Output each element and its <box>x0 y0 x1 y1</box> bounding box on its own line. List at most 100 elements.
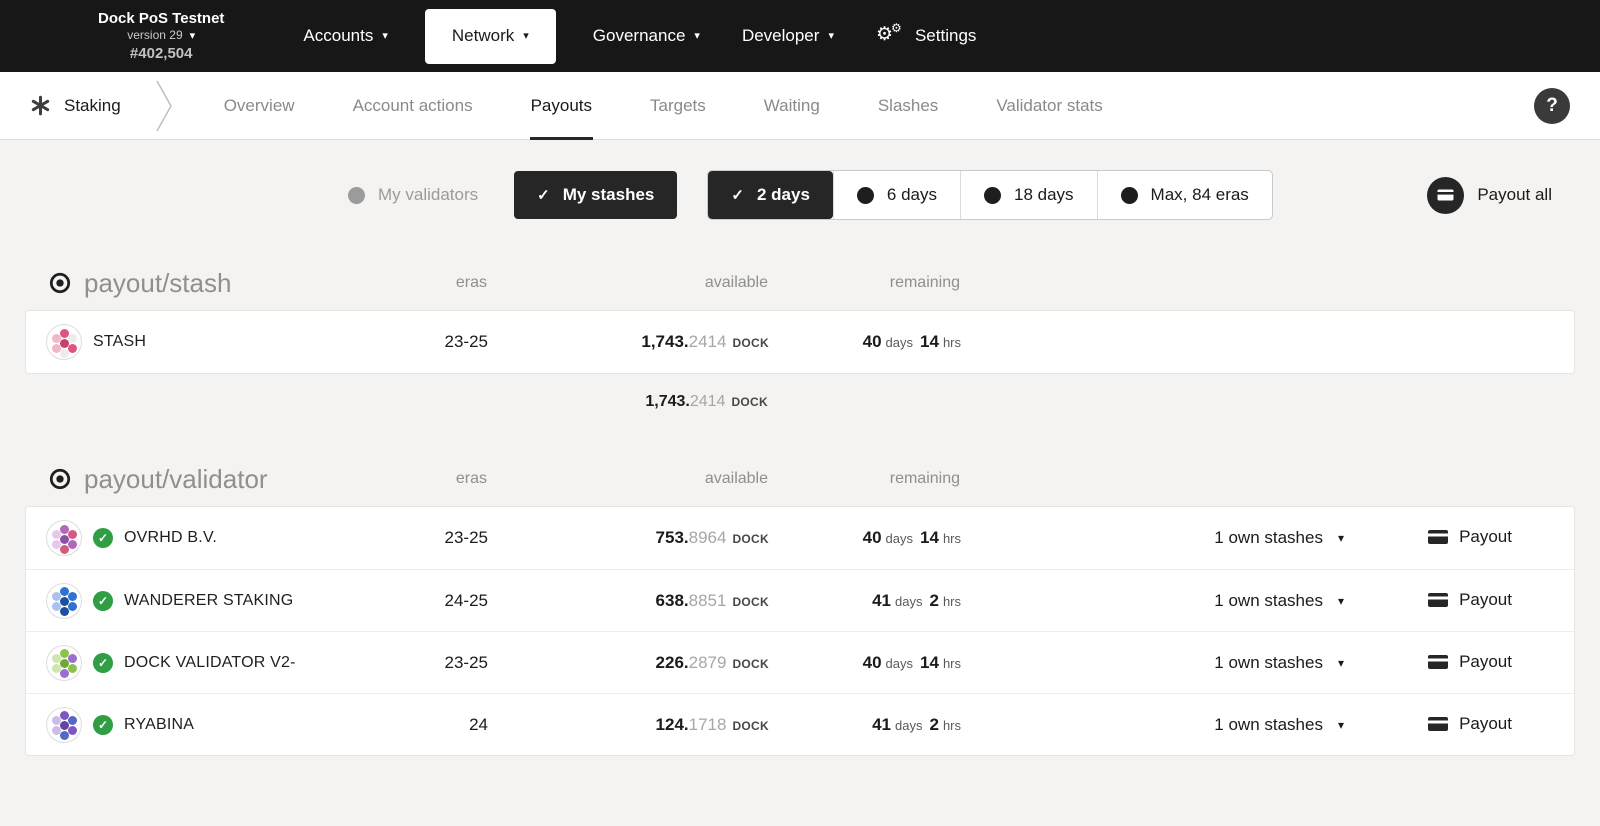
payout-card-icon <box>1427 176 1465 214</box>
menu-developer[interactable]: Developer ▾ <box>721 0 855 72</box>
range-6-days-button[interactable]: 6 days <box>832 171 960 219</box>
chevron-down-icon: ▾ <box>1337 655 1344 670</box>
table-row: STASH 23-25 1,743.2414 DOCK 40 days 14 hrs <box>26 311 1574 373</box>
tab-label: Overview <box>223 95 295 115</box>
my-stashes-toggle[interactable]: ✓ My stashes <box>514 171 678 219</box>
tab-validator-stats[interactable]: Validator stats <box>967 72 1131 139</box>
tab-targets[interactable]: Targets <box>621 72 735 139</box>
range-18-days-button[interactable]: 18 days <box>960 171 1097 219</box>
payout-all-button[interactable]: Payout all <box>1427 176 1552 214</box>
eras-value: 23-25 <box>444 332 488 351</box>
amount-integer: 124. <box>655 714 689 734</box>
tab-overview[interactable]: Overview <box>195 72 324 139</box>
dot-circle-icon <box>49 468 71 490</box>
payout-button[interactable]: Payout <box>1428 714 1512 734</box>
table-title-label: payout/validator <box>84 463 268 494</box>
range-label: 6 days <box>886 185 937 204</box>
amount-unit: DOCK <box>731 395 768 409</box>
own-stashes-dropdown[interactable]: 1 own stashes ▾ <box>1214 653 1344 673</box>
help-button[interactable]: ? <box>1534 87 1570 124</box>
menu-accounts[interactable]: Accounts ▾ <box>282 0 408 72</box>
chevron-down-icon: ▾ <box>382 29 388 42</box>
payout-button[interactable]: Payout <box>1428 590 1512 610</box>
validator-identicon[interactable] <box>46 644 82 681</box>
chain-info[interactable]: Dock PoS Testnet version 29 ▾ #402,504 <box>98 9 224 64</box>
validator-identicon[interactable] <box>46 706 82 743</box>
my-validators-label: My validators <box>378 185 479 204</box>
remaining-days: 40 <box>862 528 882 547</box>
table-row: ✓ WANDERER STAKING 24-25 638.8851 DOCK 41… <box>26 569 1574 631</box>
range-label: 2 days <box>756 185 810 204</box>
tab-label: Waiting <box>763 95 820 115</box>
radio-dot-icon <box>856 186 874 204</box>
account-cell: ✓ DOCK VALIDATOR V2- <box>26 644 366 681</box>
tabs: Overview Account actions Payouts Targets… <box>195 72 1132 140</box>
own-stashes-label: 1 own stashes <box>1214 528 1323 547</box>
own-stashes-dropdown[interactable]: 1 own stashes ▾ <box>1214 528 1344 548</box>
chevron-down-icon: ▾ <box>189 30 196 43</box>
menu-settings[interactable]: ⚙ ⚙ Settings <box>855 0 997 72</box>
tab-label: Targets <box>650 95 706 115</box>
tab-slashes[interactable]: Slashes <box>849 72 967 139</box>
remaining-hours: 14 <box>920 652 939 672</box>
range-max-eras-button[interactable]: Max, 84 eras <box>1096 171 1272 219</box>
menu-governance[interactable]: Governance ▾ <box>572 0 721 72</box>
remaining-days: 41 <box>872 714 891 734</box>
table-title: payout/validator <box>25 464 365 495</box>
tab-waiting[interactable]: Waiting <box>735 72 849 139</box>
table-title-label: payout/stash <box>84 267 232 298</box>
tab-payouts[interactable]: Payouts <box>502 72 621 140</box>
remaining-value: 40 days 14 hrs <box>769 653 961 673</box>
chain-version-selector[interactable]: version 29 ▾ <box>98 28 224 44</box>
payout-button[interactable]: Payout <box>1428 652 1512 672</box>
payout-label: Payout <box>1459 651 1512 671</box>
remaining-days-label: days <box>885 531 914 546</box>
available-value: 226.2879 DOCK <box>488 653 769 673</box>
section-staking[interactable]: Staking <box>30 95 121 116</box>
menu-developer-label: Developer <box>741 26 820 45</box>
check-icon: ✓ <box>537 187 550 204</box>
menu-network[interactable]: Network ▾ <box>424 8 556 64</box>
account-cell: STASH <box>26 324 366 360</box>
check-icon: ✓ <box>731 187 744 204</box>
dot-circle-icon <box>49 272 71 294</box>
account-identicon[interactable] <box>46 324 82 360</box>
verified-check-icon: ✓ <box>93 714 113 735</box>
validator-name: OVRHD B.V. <box>124 529 217 546</box>
amount-unit: DOCK <box>732 594 769 609</box>
account-cell: ✓ WANDERER STAKING <box>26 582 366 619</box>
gears-icon: ⚙ ⚙ <box>875 21 902 45</box>
card-icon <box>1428 716 1449 731</box>
amount-fraction: 8851 <box>688 590 727 610</box>
amount-fraction: 8964 <box>688 528 727 547</box>
chain-name: Dock PoS Testnet <box>98 9 225 27</box>
account-name: STASH <box>93 333 147 350</box>
amount-unit: DOCK <box>732 656 769 671</box>
my-stashes-label: My stashes <box>562 185 655 204</box>
own-stashes-dropdown[interactable]: 1 own stashes ▾ <box>1214 715 1344 735</box>
payout-filters: My validators ✓ My stashes ✓ 2 days 6 da… <box>330 170 1552 220</box>
radio-dot-icon <box>348 186 365 204</box>
payout-cell: Payout <box>1344 714 1574 736</box>
range-2-days-button[interactable]: ✓ 2 days <box>708 171 833 219</box>
staking-tab-bar: Staking Overview Account actions Payouts… <box>0 72 1600 140</box>
validator-identicon[interactable] <box>46 582 82 619</box>
column-header-available: available <box>704 470 768 487</box>
eras-value: 24 <box>469 714 488 734</box>
tab-label: Slashes <box>877 95 939 115</box>
amount-integer: 638. <box>655 590 689 610</box>
my-validators-toggle[interactable]: My validators <box>330 171 496 219</box>
own-stashes-dropdown[interactable]: 1 own stashes ▾ <box>1214 591 1344 611</box>
column-header-eras: eras <box>455 470 487 487</box>
amount-fraction: 2879 <box>688 652 727 672</box>
chevron-down-icon: ▾ <box>694 29 700 42</box>
table-header: payout/stash eras available remaining <box>25 256 1575 310</box>
validator-name: DOCK VALIDATOR V2- <box>124 653 296 671</box>
payout-stash-table: payout/stash eras available remaining ST… <box>25 256 1575 430</box>
validator-identicon[interactable] <box>46 520 82 556</box>
card-icon <box>1428 530 1449 544</box>
payout-button[interactable]: Payout <box>1428 527 1512 547</box>
remaining-hours-label: hrs <box>942 655 961 671</box>
tab-account-actions[interactable]: Account actions <box>324 72 502 139</box>
section-label: Staking <box>64 95 121 115</box>
